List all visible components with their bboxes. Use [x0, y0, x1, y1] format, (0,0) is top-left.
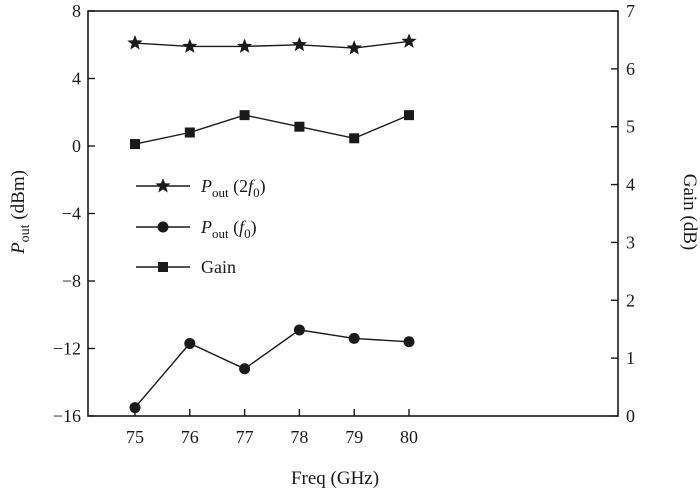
- legend-item: Gain: [136, 257, 236, 277]
- series-line: [134, 114, 410, 145]
- left-y-tick-label: 8: [72, 1, 81, 21]
- right-y-tick-label: 4: [626, 175, 635, 195]
- series-circle: [129, 324, 415, 414]
- legend-label: Pout (f0): [200, 217, 257, 241]
- legend-item: Pout (2f0): [136, 176, 266, 200]
- right-y-tick-label: 5: [626, 117, 635, 137]
- data-point: [127, 35, 143, 50]
- data-point: [129, 402, 141, 414]
- right-y-tick-label: 1: [626, 348, 635, 368]
- series-line: [134, 40, 410, 49]
- left-y-axis-title-sub: out: [18, 224, 33, 242]
- left-y-axis-ticks: 8 4 0 −4 −8 −12 −16: [53, 1, 95, 426]
- legend-marker: [155, 178, 171, 193]
- data-point: [403, 336, 415, 348]
- right-y-tick-label: 7: [626, 1, 635, 21]
- data-point: [291, 36, 308, 52]
- right-y-axis-title: Gain (dB): [679, 174, 700, 251]
- left-y-axis-title-unit: (dBm): [8, 170, 29, 224]
- left-y-tick-label: 0: [72, 136, 81, 156]
- left-y-tick-label: −4: [62, 204, 81, 224]
- x-tick-label: 79: [345, 427, 363, 447]
- x-tick-label: 75: [126, 427, 144, 447]
- data-point: [346, 40, 362, 55]
- data-point: [404, 110, 414, 121]
- left-y-tick-label: −12: [53, 339, 81, 359]
- right-y-tick-label: 6: [626, 59, 635, 79]
- x-tick-label: 80: [400, 427, 418, 447]
- x-tick-label: 78: [290, 427, 308, 447]
- right-y-axis-ticks: 7 6 5 4 3 2 1 0: [611, 1, 635, 426]
- data-point: [236, 38, 253, 53]
- left-y-tick-label: 4: [72, 69, 81, 89]
- right-y-tick-label: 3: [626, 232, 635, 252]
- data-point: [294, 121, 305, 132]
- data-point: [293, 324, 305, 336]
- series-star: [127, 33, 417, 55]
- x-tick-label: 76: [181, 427, 199, 447]
- series-layer: [127, 33, 417, 414]
- plot-frame: [87, 10, 619, 417]
- data-point: [348, 332, 360, 344]
- legend-marker: [157, 221, 169, 233]
- data-point: [184, 337, 196, 349]
- series-square: [130, 110, 414, 150]
- data-point: [130, 139, 140, 150]
- data-point: [239, 363, 251, 375]
- x-axis-ticks: 75 76 77 78 79 80: [126, 409, 418, 447]
- data-point: [401, 33, 417, 48]
- data-point: [239, 110, 250, 121]
- x-tick-label: 77: [236, 427, 254, 447]
- legend-label: Gain: [201, 257, 236, 277]
- data-point: [182, 38, 198, 53]
- right-y-tick-label: 0: [626, 406, 635, 426]
- data-point: [349, 133, 360, 144]
- data-point: [184, 127, 195, 138]
- left-y-tick-label: −8: [62, 271, 81, 291]
- legend: Pout (2f0) Pout (f0) Gain: [136, 176, 266, 277]
- x-axis-title: Freq (GHz): [291, 468, 379, 489]
- right-y-tick-label: 2: [626, 290, 635, 310]
- legend-label: Pout (2f0): [200, 176, 266, 200]
- series-line: [134, 329, 410, 409]
- legend-marker: [158, 262, 168, 272]
- left-y-tick-label: −16: [53, 406, 81, 426]
- plot-border: [87, 10, 619, 417]
- left-y-axis-title: Pout (dBm): [8, 170, 33, 255]
- legend-item: Pout (f0): [136, 217, 257, 241]
- left-y-axis-title-main: P: [8, 242, 29, 255]
